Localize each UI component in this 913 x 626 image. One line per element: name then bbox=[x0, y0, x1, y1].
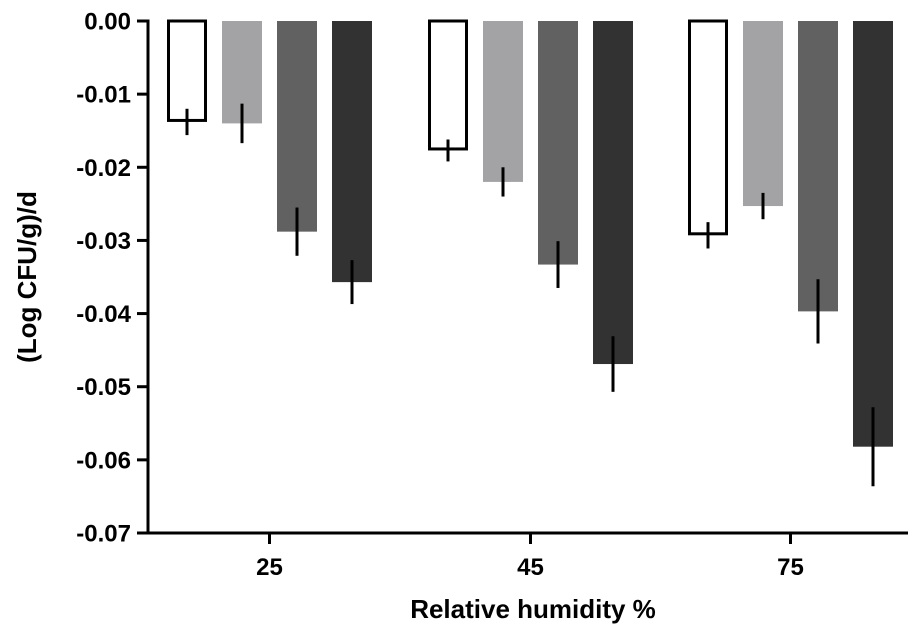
bar bbox=[428, 19, 468, 151]
x-axis-title: Relative humidity % bbox=[410, 594, 656, 624]
x-ticks-group: 25 45 75 bbox=[256, 533, 804, 581]
bar bbox=[853, 21, 893, 447]
bar bbox=[167, 19, 207, 122]
y-tick-label: -0.05 bbox=[76, 374, 131, 401]
bars-group bbox=[167, 19, 893, 447]
y-tick-label: -0.04 bbox=[76, 301, 131, 328]
bar bbox=[688, 19, 728, 236]
x-tick-label: 75 bbox=[777, 554, 804, 581]
y-ticks-group: 0.00 -0.01 -0.02 -0.03 -0.04 -0.05 -0.06 -0.07 bbox=[76, 9, 148, 548]
y-tick-label: 0.00 bbox=[84, 9, 131, 36]
x-tick-label: 25 bbox=[256, 554, 283, 581]
bar bbox=[538, 21, 578, 265]
x-tick-label: 45 bbox=[517, 554, 544, 581]
bar bbox=[798, 21, 838, 312]
y-tick-label: -0.01 bbox=[76, 82, 131, 109]
y-axis-title: (Log CFU/g)/d bbox=[12, 191, 42, 363]
error-bars-group bbox=[185, 103, 875, 487]
bar bbox=[332, 21, 372, 283]
y-tick-label: -0.07 bbox=[76, 521, 131, 548]
axes-group bbox=[146, 19, 908, 535]
y-tick-label: -0.03 bbox=[76, 228, 131, 255]
bar bbox=[743, 21, 783, 207]
bar bbox=[277, 21, 317, 232]
y-tick-label: -0.02 bbox=[76, 155, 131, 182]
bar bbox=[483, 21, 523, 182]
bar bbox=[593, 21, 633, 365]
y-tick-label: -0.06 bbox=[76, 447, 131, 474]
